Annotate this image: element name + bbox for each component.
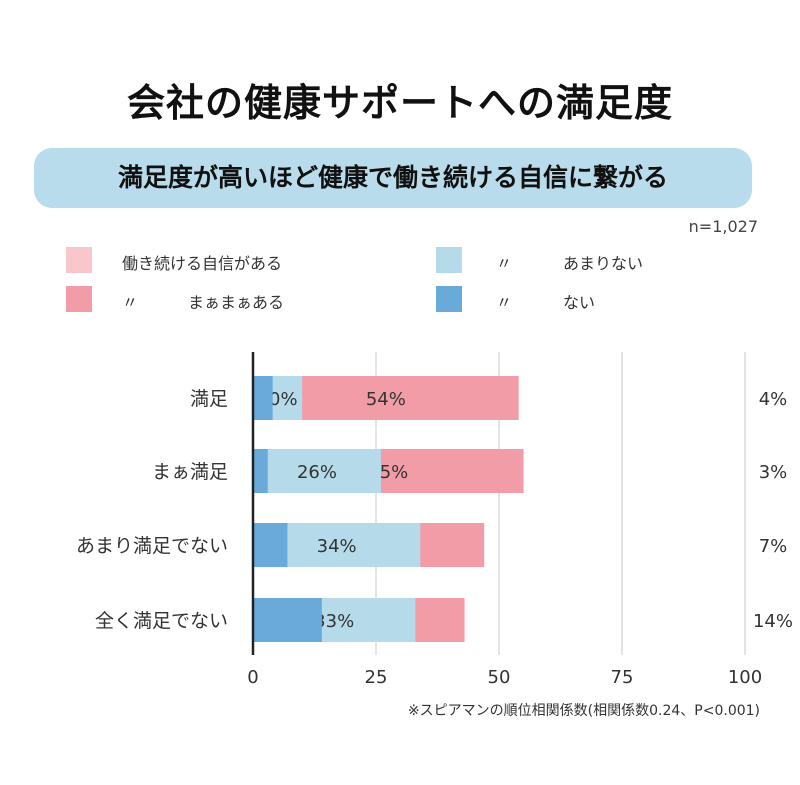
data-label-3-3: 14% bbox=[753, 611, 793, 632]
data-label-2-2: 34% bbox=[317, 536, 357, 557]
data-label-3-2: 33% bbox=[314, 611, 354, 632]
sample-size: n=1,027 bbox=[688, 217, 758, 236]
x-tick-label-50: 50 bbox=[488, 667, 511, 688]
legend-swatch-confident bbox=[66, 247, 92, 273]
bar-segment-0-3 bbox=[253, 376, 273, 420]
data-label-1-2: 26% bbox=[297, 462, 337, 483]
legend-label-confident: 働き続ける自信がある bbox=[122, 254, 283, 273]
bar-segment-2-3 bbox=[253, 523, 288, 567]
data-label-0-1: 54% bbox=[366, 389, 406, 410]
bar-segment-1-2 bbox=[253, 449, 381, 493]
legend-marker-somewhat: 〃 bbox=[122, 293, 139, 312]
bar-segment-1-3 bbox=[253, 449, 268, 493]
x-tick-label-75: 75 bbox=[611, 667, 634, 688]
category-label-0: 満足 bbox=[190, 388, 228, 410]
footnote: ※スピアマンの順位相関係数(相関係数0.24、P<0.001) bbox=[407, 703, 760, 719]
data-label-1-3: 3% bbox=[759, 462, 788, 483]
legend-label-none: ない bbox=[563, 293, 596, 312]
category-label-1: まぁ満足 bbox=[152, 461, 228, 483]
legend-swatch-not-much bbox=[436, 247, 462, 273]
legend-swatch-somewhat bbox=[66, 286, 92, 312]
legend-marker-not-much: 〃 bbox=[496, 254, 513, 273]
legend-label-somewhat: まぁまぁある bbox=[188, 293, 285, 312]
bar-segment-3-3 bbox=[253, 598, 322, 642]
chart-title: 会社の健康サポートへの満足度 bbox=[126, 81, 673, 125]
x-tick-label-25: 25 bbox=[365, 667, 388, 688]
legend-swatch-none bbox=[436, 286, 462, 312]
category-label-3: 全く満足でない bbox=[95, 610, 228, 632]
x-tick-label-0: 0 bbox=[247, 667, 258, 688]
legend-label-not-much: あまりない bbox=[563, 254, 644, 273]
chart-subtitle: 満足度が高いほど健康で働き続ける自信に繋がる bbox=[117, 163, 668, 192]
data-label-2-3: 7% bbox=[759, 536, 788, 557]
data-label-0-3: 4% bbox=[759, 389, 788, 410]
x-tick-label-100: 100 bbox=[728, 667, 762, 688]
legend-marker-none: 〃 bbox=[496, 293, 513, 312]
subtitle-banner: 満足度が高いほど健康で働き続ける自信に繋がる bbox=[34, 148, 752, 208]
category-label-2: あまり満足でない bbox=[76, 535, 228, 557]
